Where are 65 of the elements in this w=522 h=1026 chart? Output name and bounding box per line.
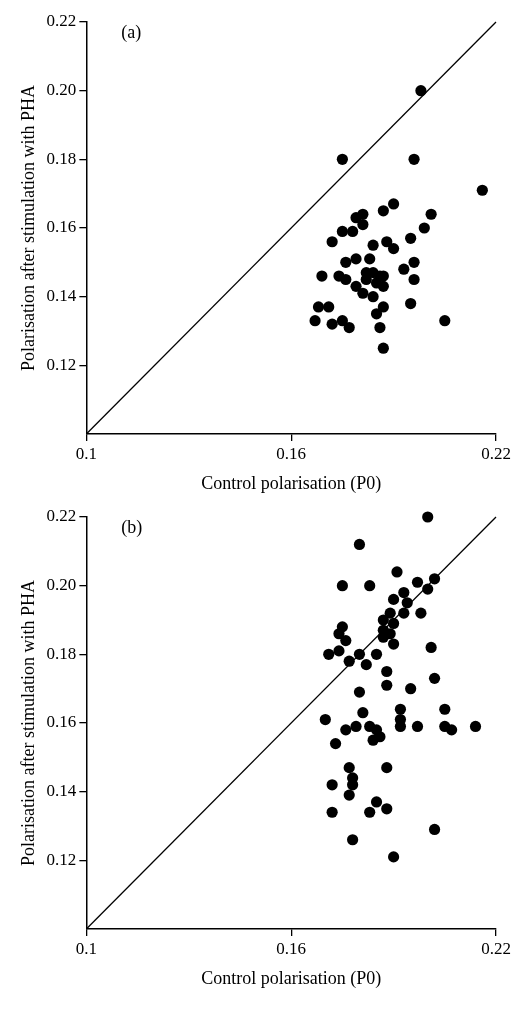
y-tick-label: 0.12: [46, 354, 77, 374]
point: [377, 342, 389, 354]
point: [418, 222, 430, 234]
point: [408, 273, 420, 286]
point: [336, 315, 348, 327]
point: [326, 318, 338, 330]
x-tick-label: 0.22: [481, 443, 511, 463]
y-tick-label: 0.16: [46, 217, 77, 237]
point: [408, 256, 420, 268]
y-tick-label: 0.20: [46, 80, 77, 100]
point: [408, 153, 420, 165]
point: [343, 321, 355, 334]
point: [377, 280, 389, 292]
point: [398, 263, 410, 275]
point: [340, 256, 352, 268]
x-tick-label: 0.1: [75, 443, 97, 463]
point: [405, 297, 417, 310]
point: [312, 301, 325, 313]
x-tick-label: 0.16: [276, 938, 307, 958]
y-tick-label: 0.14: [46, 781, 77, 801]
y-tick-label: 0.22: [46, 11, 77, 31]
x-axis-title: Control polarisation (P0): [201, 472, 382, 494]
annotation: (a): [121, 21, 142, 43]
point: [387, 198, 400, 210]
point: [309, 315, 321, 327]
point: [336, 225, 348, 238]
point: [357, 287, 369, 299]
y-tick-label: 0.12: [46, 849, 77, 869]
point: [316, 270, 328, 282]
y-axis-title: Polarisation after stimulation with PHA: [17, 85, 38, 371]
x-tick-label: 0.22: [481, 938, 511, 958]
x-tick-label: 0.1: [75, 938, 97, 958]
x-tick-label: 0.16: [276, 443, 307, 463]
point: [323, 301, 335, 313]
y-axis-title: Polarisation after stimulation with PHA: [17, 580, 38, 866]
point: [439, 315, 451, 327]
point: [476, 184, 488, 196]
y-tick-label: 0.22: [46, 506, 77, 526]
point: [347, 225, 359, 238]
point: [377, 301, 389, 313]
point: [326, 236, 338, 248]
annotation: (b): [121, 516, 143, 538]
y-tick-label: 0.20: [46, 575, 77, 595]
point: [387, 243, 400, 255]
point: [336, 153, 348, 165]
y-tick-label: 0.18: [46, 148, 77, 168]
point: [415, 85, 427, 97]
point: [364, 253, 376, 265]
point: [350, 212, 362, 224]
point: [350, 280, 362, 292]
point: [367, 291, 379, 303]
y-tick-label: 0.18: [46, 643, 77, 663]
point: [357, 218, 369, 231]
point: [377, 205, 389, 217]
point: [425, 208, 437, 220]
point: [374, 321, 386, 334]
y-tick-label: 0.14: [46, 286, 77, 306]
point: [381, 236, 393, 248]
point: [367, 239, 379, 251]
y-tick-label: 0.16: [46, 712, 77, 732]
point: [340, 273, 352, 286]
point: [405, 232, 417, 244]
point: [350, 253, 362, 265]
point: [370, 308, 383, 320]
x-axis-title: Control polarisation (P0): [201, 967, 382, 989]
